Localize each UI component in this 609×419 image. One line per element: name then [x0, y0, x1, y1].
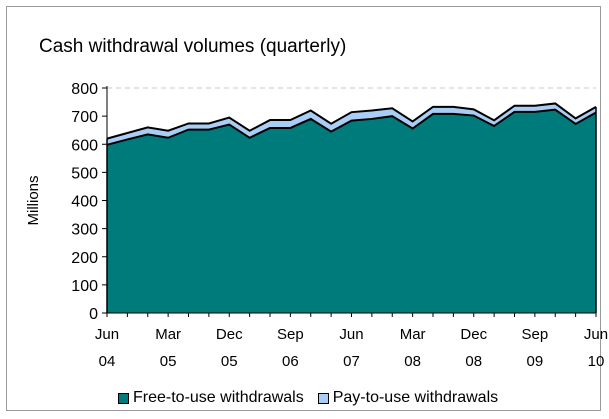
x-tick-label-year: 05: [221, 353, 238, 370]
x-tick-label-month: Dec: [460, 326, 487, 343]
y-tick-label: 0: [89, 306, 98, 323]
chart-title: Cash withdrawal volumes (quarterly): [39, 36, 347, 57]
legend-label-pay: Pay-to-use withdrawals: [332, 389, 499, 406]
area-pay-to-use: [107, 103, 596, 145]
legend-swatch-free: [118, 392, 129, 404]
x-tick-label-year: 07: [343, 353, 360, 370]
y-tick-label: 600: [71, 137, 98, 154]
chart-legend: Free-to-use withdrawals Pay-to-use withd…: [118, 389, 512, 407]
legend-item-pay: Pay-to-use withdrawals: [317, 389, 499, 407]
y-tick-label: 100: [71, 278, 98, 295]
x-tick-label-year: 05: [160, 353, 177, 370]
line-pay-to-use: [106, 102, 597, 140]
legend-label-free: Free-to-use withdrawals: [133, 389, 304, 406]
x-tick-label-month: Jun: [584, 326, 608, 343]
x-tick-label-month: Dec: [216, 326, 243, 343]
y-tick-label: 400: [71, 194, 98, 211]
x-tick-label-month: Jun: [339, 326, 363, 343]
legend-swatch-pay: [317, 392, 329, 404]
x-tick-label-month: Mar: [400, 326, 426, 343]
x-tick-label-month: Jun: [95, 326, 119, 343]
legend-item-free: Free-to-use withdrawals: [118, 389, 304, 407]
x-tick-label-year: 04: [99, 353, 116, 370]
y-tick-label: 800: [71, 81, 98, 98]
y-tick-label: 200: [71, 250, 98, 267]
x-tick-label-month: Sep: [277, 326, 304, 343]
area-free-to-use: [107, 109, 596, 313]
x-tick-label-year: 08: [465, 353, 482, 370]
y-tick-label: 300: [71, 222, 98, 239]
x-tick-label-year: 06: [282, 353, 299, 370]
y-axis-title: Millions: [25, 175, 42, 225]
line-free-to-use: [106, 108, 597, 146]
x-tick-label-year: 09: [527, 353, 544, 370]
y-tick-label: 500: [71, 165, 98, 182]
x-tick-label-year: 10: [588, 353, 605, 370]
x-tick-label-year: 08: [404, 353, 421, 370]
x-tick-label-month: Sep: [522, 326, 549, 343]
x-tick-label-month: Mar: [155, 326, 181, 343]
y-tick-label: 700: [71, 109, 98, 126]
